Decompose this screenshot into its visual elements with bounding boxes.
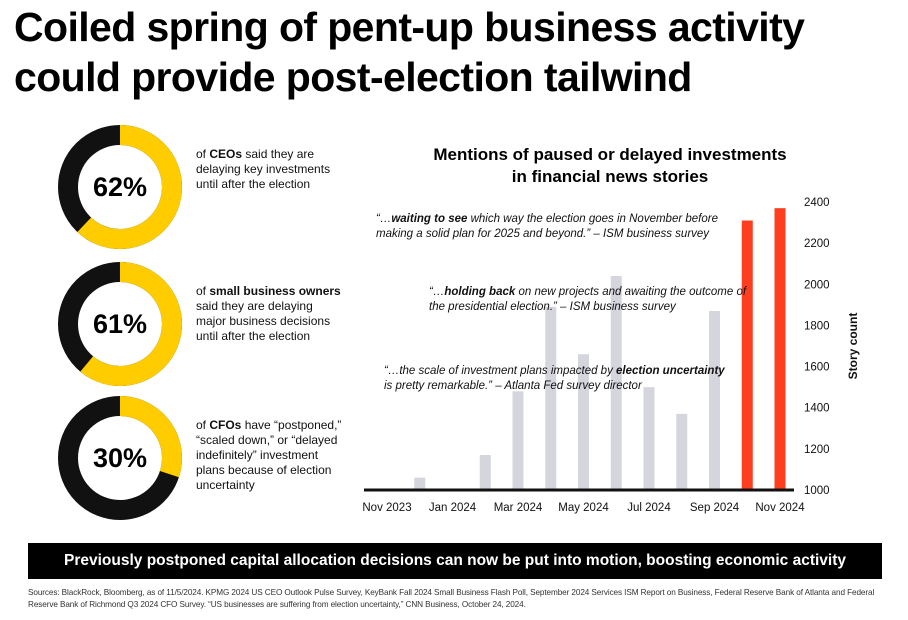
- donut-chart-ceos: [58, 125, 182, 249]
- stat-percentage: 62%: [92, 172, 148, 202]
- y-tick-label: 1800: [804, 320, 830, 332]
- chart-title-line-1: Mentions of paused or delayed investment…: [433, 145, 787, 164]
- stat-description: of small business owners said they are d…: [196, 284, 341, 343]
- stat-description: of CFOs have “postponed,” “scaled down,”…: [196, 418, 342, 492]
- y-tick-label: 1000: [804, 485, 830, 497]
- donut-arc: [58, 262, 182, 386]
- x-tick-label: Nov 2024: [755, 502, 805, 514]
- stat-subject: CFOs: [209, 418, 242, 432]
- stat-subject: small business owners: [209, 284, 341, 298]
- x-tick-label: May 2024: [558, 502, 609, 514]
- stat-ceos: 62% of CEOs said they are delaying key i…: [58, 125, 358, 251]
- conclusion-banner: Previously postponed capital allocation …: [28, 543, 882, 579]
- quote-ism-holding-back: “…holding back on new projects and await…: [429, 286, 747, 313]
- bar-apr-2024: [545, 306, 557, 490]
- sources-footnote: Sources: BlackRock, Bloomberg, as of 11/…: [28, 588, 875, 609]
- y-tick-label: 2000: [804, 279, 830, 291]
- page-title: Coiled spring of pent-up business activi…: [14, 2, 904, 102]
- quote-ism-waiting: “…waiting to see which way the election …: [376, 213, 718, 240]
- bar-aug-2024: [676, 413, 688, 490]
- x-tick-label: Nov 2023: [362, 502, 411, 514]
- bar-mar-2024: [512, 391, 524, 490]
- y-tick-label: 1600: [804, 362, 830, 374]
- x-tick-label: Jul 2024: [627, 502, 671, 514]
- y-tick-label: 2200: [804, 238, 830, 250]
- donut-chart-cfos: [58, 396, 182, 520]
- stat-cfos: 30% of CFOs have “postponed,” “scaled do…: [58, 396, 358, 522]
- y-tick-label: 1200: [804, 444, 830, 456]
- stat-percentage: 61%: [92, 309, 148, 339]
- bar-feb-2024: [479, 455, 491, 490]
- x-tick-label: Mar 2024: [494, 502, 543, 514]
- bar-jun-2024: [610, 276, 622, 490]
- bar-jul-2024: [643, 387, 655, 490]
- stat-subject: CEOs: [209, 147, 243, 161]
- x-tick-label: Jan 2024: [429, 502, 477, 514]
- bar-oct-2024: [741, 220, 753, 490]
- y-tick-label: 2400: [804, 197, 830, 209]
- x-tick-label: Sep 2024: [690, 502, 740, 514]
- y-tick-label: 1400: [804, 403, 830, 415]
- donut-arc: [58, 396, 182, 520]
- stat-percentage: 30%: [92, 443, 148, 473]
- bar-dec-2023: [414, 477, 426, 490]
- bar-may-2024: [578, 354, 589, 490]
- stat-small-business: 61% of small business owners said they a…: [58, 262, 358, 388]
- chart-title: Mentions of paused or delayed investment…: [374, 144, 846, 188]
- title-line-1: Coiled spring of pent-up business activi…: [14, 4, 805, 50]
- donut-chart-small-business: [58, 262, 182, 386]
- bar-sep-2024: [709, 311, 720, 490]
- y-axis-label: Story count: [846, 313, 860, 380]
- stat-description: of CEOs said they are delaying key inves…: [196, 147, 331, 191]
- donut-arc: [58, 125, 182, 249]
- bar-nov-2024: [774, 208, 786, 490]
- chart-title-line-2: in financial news stories: [511, 167, 709, 186]
- title-line-2: could provide post-election tailwind: [14, 54, 692, 100]
- quote-atlanta-fed: “…the scale of investment plans impacted…: [384, 365, 725, 392]
